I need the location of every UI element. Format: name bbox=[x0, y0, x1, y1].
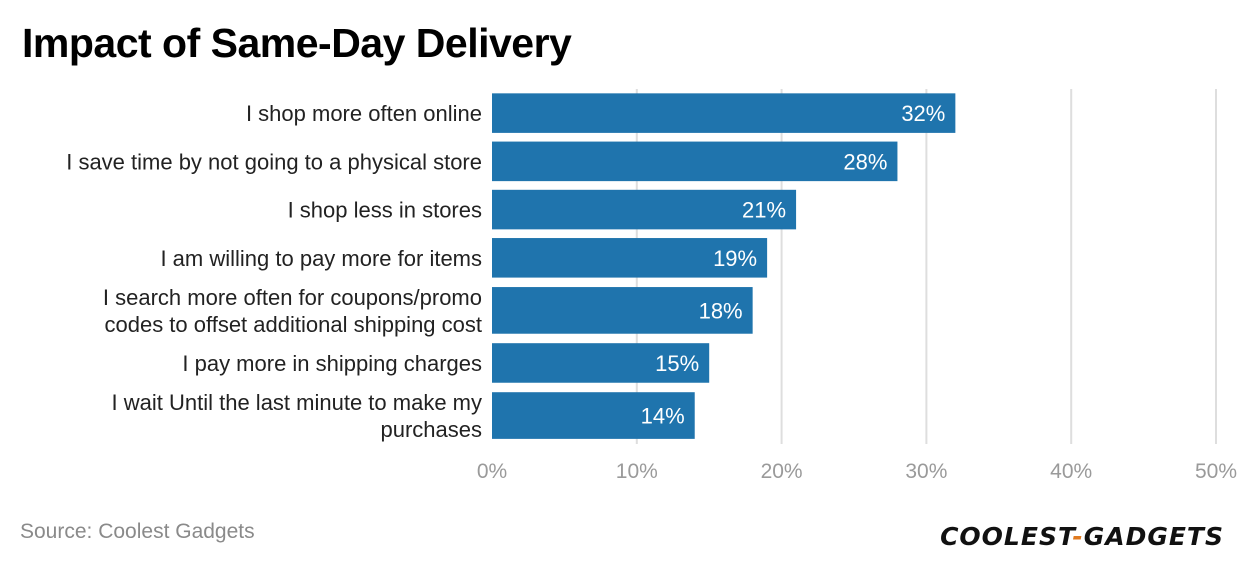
category-label: I am willing to pay more for items bbox=[160, 246, 482, 271]
x-tick-label: 10% bbox=[616, 460, 658, 483]
bar bbox=[492, 141, 898, 182]
category-label-line: codes to offset additional shipping cost bbox=[104, 312, 482, 337]
chart-title: Impact of Same-Day Delivery bbox=[22, 20, 572, 66]
brand-logo: COOLEST-GADGETS bbox=[940, 522, 1224, 551]
category-label-line: I search more often for coupons/promo bbox=[103, 285, 482, 310]
category-label: I wait Until the last minute to make my p… bbox=[112, 390, 482, 442]
bar-value-label: 14% bbox=[641, 404, 685, 429]
x-tick-label: 20% bbox=[761, 460, 803, 483]
source-note: Source: Coolest Gadgets bbox=[20, 520, 255, 543]
category-label-line: I shop less in stores bbox=[288, 198, 482, 223]
brand-right: GADGETS bbox=[1083, 522, 1224, 551]
bar-value-label: 28% bbox=[843, 149, 887, 174]
category-label: I shop less in stores bbox=[288, 198, 482, 223]
category-label-line: I pay more in shipping charges bbox=[182, 351, 482, 376]
category-label: I shop more often online bbox=[246, 101, 482, 126]
bar-chart: 32% 28% 21% 19% 18% 15% 14% I shop more often … bbox=[66, 89, 1237, 483]
bar bbox=[492, 238, 768, 278]
bars: 32% 28% 21% 19% 18% 15% 14% bbox=[492, 93, 956, 439]
bar-value-label: 21% bbox=[742, 198, 786, 223]
x-tick-label: 50% bbox=[1195, 460, 1237, 483]
x-tick-label: 0% bbox=[477, 460, 507, 483]
bar-value-label: 19% bbox=[713, 246, 757, 271]
bar bbox=[492, 392, 695, 439]
category-label-line: I shop more often online bbox=[246, 101, 482, 126]
category-label-line: I am willing to pay more for items bbox=[160, 246, 482, 271]
x-tick-label: 30% bbox=[905, 460, 947, 483]
category-label: I pay more in shipping charges bbox=[182, 351, 482, 376]
brand-separator: - bbox=[1072, 522, 1084, 551]
bar-value-label: 15% bbox=[655, 351, 699, 376]
bar bbox=[492, 93, 956, 133]
x-axis-ticks: 0% 10% 20% 30% 40% 50% bbox=[477, 460, 1237, 483]
bar bbox=[492, 287, 753, 334]
bar-value-label: 32% bbox=[901, 101, 945, 126]
category-label: I search more often for coupons/promo cod… bbox=[103, 285, 482, 337]
category-label-line: I save time by not going to a physical s… bbox=[66, 149, 482, 174]
category-label-line: I wait Until the last minute to make my bbox=[112, 390, 482, 415]
bar bbox=[492, 343, 710, 383]
bar bbox=[492, 189, 797, 230]
category-labels: I shop more often online I save time by n… bbox=[66, 101, 482, 442]
category-label: I save time by not going to a physical s… bbox=[66, 149, 482, 174]
category-label-line: purchases bbox=[380, 417, 482, 442]
bar-value-label: 18% bbox=[699, 298, 743, 323]
x-tick-label: 40% bbox=[1050, 460, 1092, 483]
brand-left: COOLEST bbox=[940, 522, 1073, 551]
